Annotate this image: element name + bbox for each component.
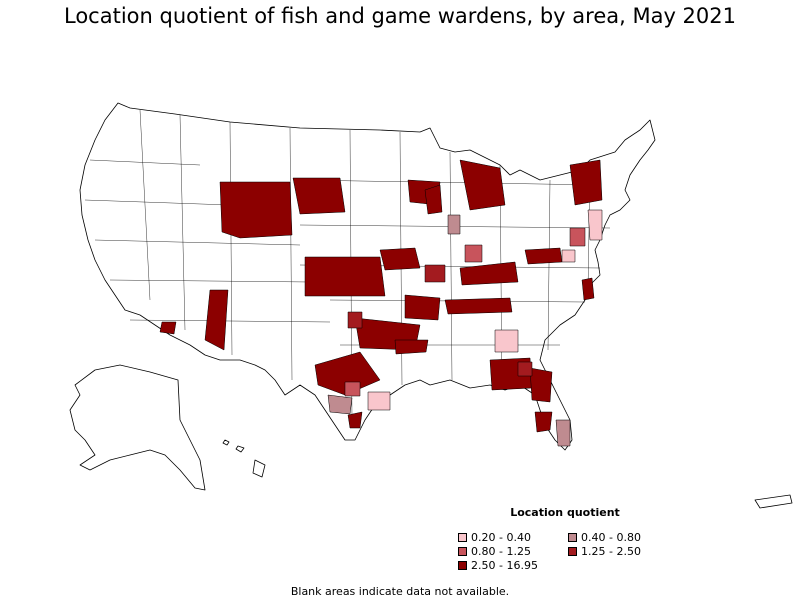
area-high-kansas	[304, 256, 386, 297]
area-high-southwest	[159, 321, 177, 335]
area-high-new-york	[569, 159, 603, 206]
legend-label: 0.40 - 0.80	[581, 531, 641, 544]
area-lowest-alabama	[494, 329, 519, 353]
hawaii-island	[222, 439, 230, 446]
area-high-arkansas	[404, 294, 441, 321]
area-high-chesapeake	[581, 277, 595, 301]
area-high-arizona	[204, 289, 229, 351]
hawaii-island	[235, 445, 245, 453]
area-high-florida	[529, 367, 553, 403]
area-mid-missouri	[424, 264, 446, 283]
alaska-outline	[69, 364, 206, 491]
area-mid-oklahoma	[347, 311, 363, 329]
area-high-texas	[314, 351, 381, 396]
legend-swatch	[458, 533, 467, 542]
area-high-tennessee	[444, 297, 513, 315]
area-high-virginia	[524, 247, 563, 265]
area-high-missouri	[379, 247, 421, 271]
legend-swatch	[568, 547, 577, 556]
legend-item: 0.40 - 0.80	[568, 532, 641, 544]
legend-item: 0.20 - 0.40	[458, 532, 531, 544]
area-high-kentucky	[459, 261, 519, 286]
area-mid-texas	[344, 381, 361, 397]
area-mid-virginia	[569, 227, 586, 247]
legend-item: 2.50 - 16.95	[458, 560, 538, 572]
area-mid-georgia	[517, 361, 533, 377]
area-high-wi-lake	[424, 184, 443, 215]
area-high-michigan	[459, 159, 506, 211]
footnote: Blank areas indicate data not available.	[290, 585, 510, 598]
legend-swatch	[568, 533, 577, 542]
legend-title: Location quotient	[510, 506, 620, 519]
legend-swatch	[458, 547, 467, 556]
legend-label: 0.80 - 1.25	[471, 545, 531, 558]
legend-swatch	[458, 561, 467, 570]
legend-label: 2.50 - 16.95	[471, 559, 538, 572]
area-mid-ohio	[464, 244, 483, 263]
map-title: Location quotient of fish and game warde…	[64, 4, 736, 28]
area-high-wyoming	[219, 181, 293, 239]
area-high-south-florida	[534, 411, 553, 433]
legend-label: 0.20 - 0.40	[471, 531, 531, 544]
legend-item: 1.25 - 2.50	[568, 546, 641, 558]
legend-label: 1.25 - 2.50	[581, 545, 641, 558]
puerto-rico-outline	[754, 494, 793, 509]
area-low-illinois	[447, 214, 461, 235]
area-lowest-carolina	[561, 249, 576, 263]
hawaii-island	[252, 459, 266, 478]
area-lowest-houston	[367, 391, 391, 411]
area-high-dakotas	[292, 177, 346, 215]
area-low-texas	[327, 394, 353, 415]
legend-item: 0.80 - 1.25	[458, 546, 531, 558]
area-high-louisiana	[394, 339, 429, 355]
area-low-florida	[555, 419, 571, 447]
area-lowest-new-jersey	[587, 209, 603, 241]
area-high-texas-coast	[347, 411, 363, 429]
